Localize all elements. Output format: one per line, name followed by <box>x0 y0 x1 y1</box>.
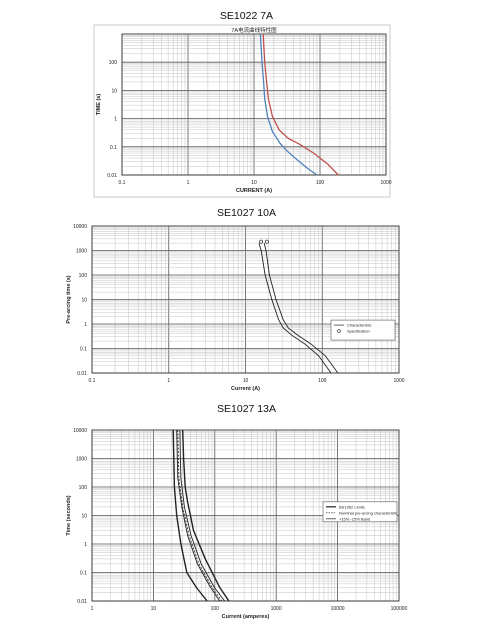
chart-heading-2: SE1027 10A <box>217 207 276 219</box>
plot-border <box>121 33 387 176</box>
y-tick-label: 0.01 <box>77 371 87 377</box>
y-tick-label: 1 <box>84 322 87 328</box>
chart-title: 7A电流曲线特性图 <box>231 26 277 34</box>
legend-label: Specification <box>347 329 370 334</box>
x-axis-label: Current (amperes) <box>222 614 270 620</box>
series-line <box>262 33 339 176</box>
legend-label: Nominal pre-arcing characteristic <box>339 510 397 515</box>
chart-frame <box>93 24 391 198</box>
y-tick-label: 0.1 <box>80 347 87 353</box>
y-tick-label: 0.1 <box>80 571 87 577</box>
series-line <box>263 242 339 374</box>
series-line <box>258 242 332 374</box>
x-tick-label: 10000 <box>331 606 345 612</box>
y-tick-label: 100 <box>109 60 118 66</box>
y-axis-label: Pre-arcing time (s) <box>66 275 72 323</box>
x-tick-label: 100 <box>316 180 325 186</box>
legend-box <box>322 501 398 523</box>
x-tick-label: 100000 <box>391 606 408 612</box>
y-tick-label: 0.01 <box>77 599 87 605</box>
x-tick-label: 100 <box>211 606 220 612</box>
x-tick-label: 10 <box>243 378 249 384</box>
spec-point <box>264 239 269 244</box>
y-tick-label: 10 <box>81 298 87 304</box>
y-axis-label: Time (seconds) <box>66 495 72 535</box>
y-tick-label: 100 <box>79 485 88 491</box>
series-line <box>259 33 318 176</box>
y-tick-label: 0.01 <box>107 173 117 179</box>
y-tick-label: 1 <box>114 117 117 123</box>
legend-label: +15% -15% Band <box>339 516 370 521</box>
legend-label: Characteristic <box>347 323 371 328</box>
y-tick-label: 10000 <box>73 428 87 434</box>
series-line <box>177 429 223 602</box>
x-tick-label: 1000 <box>271 606 282 612</box>
y-tick-label: 10 <box>111 88 117 94</box>
legend-marker <box>337 329 341 333</box>
series-line <box>172 429 208 602</box>
x-tick-label: 10 <box>251 180 257 186</box>
x-tick-label: 1 <box>91 606 94 612</box>
x-tick-label: 1 <box>187 180 190 186</box>
series-line <box>176 429 221 602</box>
x-tick-label: 10 <box>151 606 157 612</box>
x-axis-label: CURRENT (A) <box>236 188 272 194</box>
chart-heading-3: SE1027 13A <box>217 403 276 415</box>
series-line <box>182 429 230 602</box>
series-line <box>179 429 226 602</box>
x-axis-label: Current (A) <box>231 386 260 392</box>
y-tick-label: 0.1 <box>110 145 117 151</box>
plot-border <box>91 225 400 374</box>
y-tick-label: 100 <box>79 273 88 279</box>
x-tick-label: 0.1 <box>119 180 126 186</box>
x-tick-label: 1000 <box>380 180 391 186</box>
legend-label: BS1362 Limits <box>339 504 365 509</box>
x-tick-label: 0.1 <box>89 378 96 384</box>
chart-heading-1: SE1022 7A <box>219 10 274 22</box>
plot-border <box>91 429 400 602</box>
x-tick-label: 100 <box>318 378 327 384</box>
y-tick-label: 1000 <box>76 457 87 463</box>
y-tick-label: 1000 <box>76 249 87 255</box>
y-tick-label: 10000 <box>73 224 87 230</box>
legend-box <box>330 319 396 341</box>
y-axis-label: TIME (s) <box>96 94 102 116</box>
x-tick-label: 1000 <box>393 378 404 384</box>
x-tick-label: 1 <box>167 378 170 384</box>
y-tick-label: 1 <box>84 542 87 548</box>
spec-point <box>259 239 264 244</box>
y-tick-label: 10 <box>81 514 87 520</box>
